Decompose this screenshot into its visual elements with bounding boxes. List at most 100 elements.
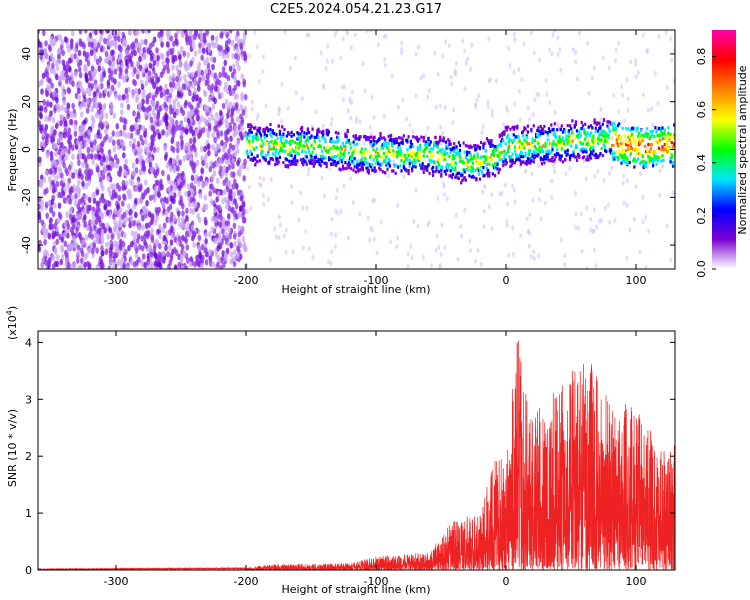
signal-cell: [519, 146, 522, 150]
noise-cell: [113, 225, 118, 232]
signal-cell: [308, 130, 311, 135]
faint-cell: [595, 224, 599, 230]
noise-cell: [180, 265, 185, 269]
signal-cell: [614, 131, 617, 135]
signal-cell: [346, 163, 349, 167]
signal-cell: [451, 172, 455, 177]
noise-cell: [177, 235, 182, 243]
signal-cell: [289, 139, 292, 143]
signal-cell: [669, 132, 672, 137]
noise-cell: [235, 101, 239, 109]
signal-cell: [618, 138, 621, 142]
signal-cell: [517, 157, 520, 161]
noise-cell: [133, 49, 137, 57]
noise-cell: [95, 238, 100, 245]
faint-cell: [463, 207, 467, 213]
noise-cell: [234, 35, 239, 42]
signal-cell: [583, 147, 586, 151]
noise-cell: [46, 76, 50, 83]
faint-cell: [375, 250, 379, 256]
noise-cell: [78, 148, 82, 155]
noise-cell: [70, 53, 74, 60]
signal-cell: [488, 141, 491, 145]
signal-cell: [588, 133, 591, 137]
faint-cell: [650, 106, 654, 112]
signal-cell: [643, 144, 646, 149]
faint-cell: [669, 257, 673, 263]
signal-cell: [317, 158, 320, 162]
signal-cell: [250, 130, 253, 135]
noise-cell: [98, 92, 103, 99]
signal-cell: [619, 143, 622, 147]
noise-cell: [218, 221, 223, 228]
noise-cell: [152, 125, 156, 133]
noise-cell: [84, 174, 89, 182]
signal-cell: [505, 125, 508, 129]
faint-cell: [329, 121, 333, 127]
noise-cell: [148, 62, 153, 69]
noise-cell: [39, 105, 44, 112]
signal-cell: [571, 141, 574, 145]
noise-cell: [131, 143, 136, 150]
noise-cell: [81, 161, 85, 168]
noise-cell: [121, 246, 126, 253]
signal-cell: [510, 163, 513, 167]
faint-cell: [531, 198, 535, 204]
signal-cell: [467, 159, 470, 163]
noise-cell: [193, 88, 198, 95]
noise-cell: [198, 252, 202, 259]
signal-cell: [281, 144, 284, 148]
faint-cell: [382, 114, 386, 120]
noise-cell: [117, 35, 121, 43]
signal-cell: [538, 133, 541, 138]
signal-cell: [269, 133, 272, 137]
signal-cell: [549, 142, 552, 146]
noise-cell: [51, 230, 56, 237]
noise-cell: [163, 94, 168, 101]
noise-cell: [226, 180, 231, 187]
signal-cell: [453, 156, 456, 160]
faint-cell: [530, 171, 534, 177]
signal-cell: [623, 160, 627, 164]
faint-cell: [459, 224, 463, 229]
faint-cell: [598, 218, 601, 224]
noise-cell: [59, 180, 64, 187]
signal-cell: [373, 135, 376, 139]
signal-cell: [345, 166, 348, 170]
noise-cell: [233, 233, 237, 240]
noise-cell: [77, 49, 82, 57]
noise-cell: [190, 174, 195, 182]
signal-cell: [338, 153, 341, 158]
noise-cell: [175, 40, 179, 47]
signal-cell: [361, 168, 364, 172]
noise-cell: [116, 139, 121, 146]
signal-cell: [619, 152, 622, 156]
signal-cell: [669, 160, 672, 164]
signal-cell: [620, 161, 623, 165]
noise-cell: [137, 224, 141, 232]
noise-cell: [198, 42, 202, 49]
signal-cell: [277, 141, 280, 145]
faint-cell: [587, 90, 591, 96]
noise-cell: [136, 180, 140, 187]
noise-cell: [211, 132, 215, 139]
signal-cell: [468, 159, 471, 163]
faint-cell: [411, 129, 415, 135]
signal-cell: [669, 158, 672, 162]
signal-cell: [468, 165, 471, 169]
noise-cell: [150, 236, 155, 244]
noise-cell: [187, 201, 192, 208]
signal-cell: [435, 168, 438, 172]
noise-cell: [161, 250, 166, 257]
noise-cell: [80, 174, 84, 181]
noise-cell: [100, 250, 105, 257]
faint-cell: [326, 43, 330, 49]
signal-cell: [510, 156, 513, 160]
noise-cell: [216, 261, 220, 269]
noise-cell: [234, 52, 238, 60]
signal-cell: [609, 149, 613, 153]
signal-cell: [620, 142, 623, 146]
signal-cell: [605, 133, 608, 137]
signal-cell: [487, 174, 490, 178]
signal-cell: [461, 159, 464, 164]
